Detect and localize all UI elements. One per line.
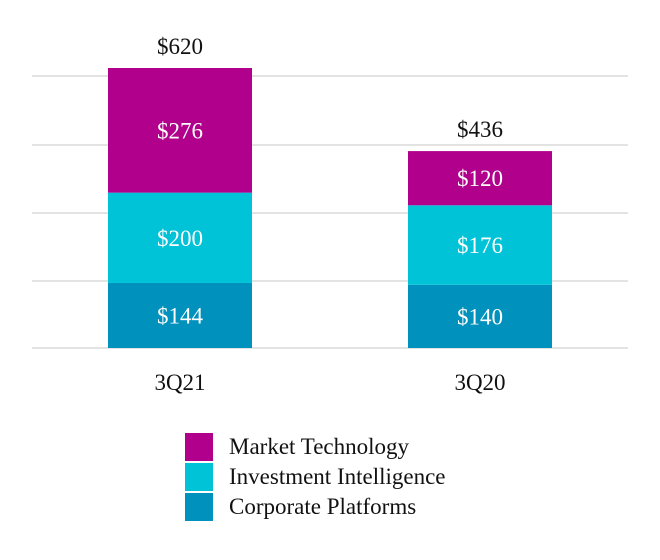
x-axis-tick-labels: 3Q21 3Q20 [154, 370, 505, 395]
data-labels: $144 $200 $276 $620 $140 $176 $120 $436 [157, 34, 503, 329]
segment-value-label: $144 [157, 303, 204, 328]
segment-value-label: $140 [457, 304, 503, 329]
legend-label: Corporate Platforms [229, 494, 417, 519]
legend-label: Investment Intelligence [229, 464, 446, 489]
bar-segment-corporate-platforms [108, 282, 252, 348]
legend-label: Market Technology [229, 434, 410, 459]
total-value-label: $620 [157, 34, 203, 59]
bar-segment-corporate-platforms [408, 284, 552, 348]
segment-value-label: $176 [457, 233, 503, 258]
legend-item-corporate-platforms: Corporate Platforms [185, 492, 446, 522]
bar-segment-market-technology [408, 151, 552, 206]
total-value-label: $436 [457, 117, 503, 142]
legend-swatch [185, 493, 213, 521]
bar-segment-investment-intelligence [108, 192, 252, 283]
legend-item-market-technology: Market Technology [185, 432, 446, 462]
bar-stacks [108, 68, 552, 348]
segment-value-label: $200 [157, 226, 203, 251]
legend-swatch [185, 433, 213, 461]
bar-segment-market-technology [108, 68, 252, 193]
segment-value-label: $120 [457, 166, 503, 191]
x-tick-label: 3Q20 [454, 370, 505, 395]
legend-swatch [185, 463, 213, 491]
legend-item-investment-intelligence: Investment Intelligence [185, 462, 446, 492]
bar-segment-investment-intelligence [408, 205, 552, 285]
x-tick-label: 3Q21 [154, 370, 205, 395]
segment-value-label: $276 [157, 118, 203, 143]
legend: Market Technology Investment Intelligenc… [185, 432, 446, 522]
stacked-bar-chart: $144$200$276$620$140$176$120$436 3Q21 3Q2… [32, 34, 628, 395]
